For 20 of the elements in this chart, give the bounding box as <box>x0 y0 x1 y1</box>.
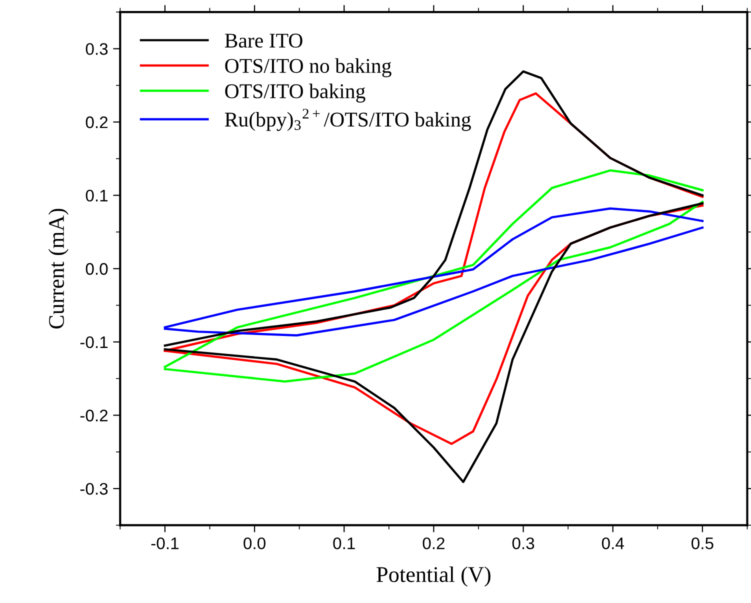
y-tick-label: -0.1 <box>80 336 108 348</box>
y-tick-label: 0.1 <box>86 190 108 202</box>
legend-label: Ru(bpy)$_{3}$$^{2+}$/OTS/ITO baking <box>224 108 471 131</box>
y-tick-label: -0.2 <box>80 410 108 422</box>
y-tick-label: -0.3 <box>80 482 108 495</box>
x-tick-label: 0.5 <box>692 537 714 550</box>
x-tick-label: -0.1 <box>151 537 178 550</box>
legend-label: OTS/ITO no baking <box>225 58 392 78</box>
y-tick-label: 0.2 <box>86 116 108 128</box>
legend-label: Bare ITO <box>224 34 302 48</box>
x-axis-title: Potential (V) <box>376 566 490 587</box>
y-axis-title: Current (mA) <box>48 208 69 329</box>
x-tick-label: 0.4 <box>602 537 624 550</box>
legend-label: OTS/ITO baking <box>225 84 366 103</box>
x-tick-label: 0.3 <box>512 537 534 550</box>
x-tick-label: 0.1 <box>333 537 355 550</box>
y-tick-label: 0.3 <box>86 43 108 55</box>
x-tick-label: 0.2 <box>422 537 444 550</box>
y-tick-label: 0.0 <box>86 263 108 275</box>
x-tick-label: 0.0 <box>244 537 266 550</box>
